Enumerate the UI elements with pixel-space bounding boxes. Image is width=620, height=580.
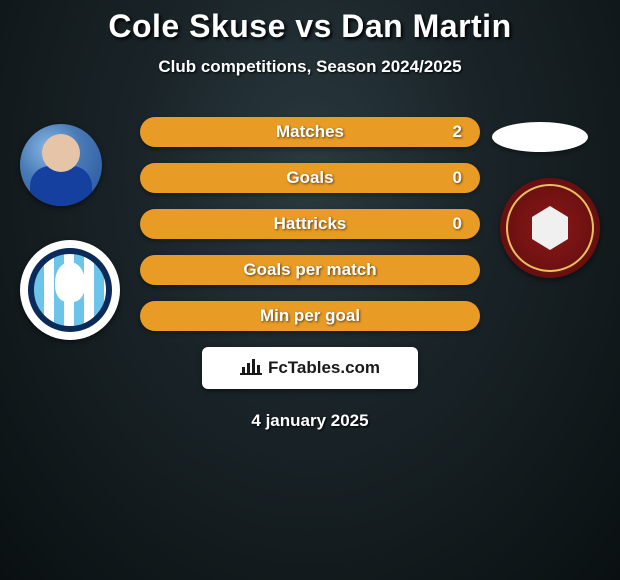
stat-row-hattricks: Hattricks 0 xyxy=(140,209,480,239)
club-left-badge xyxy=(20,240,120,340)
stat-value: 0 xyxy=(453,168,462,188)
stat-label: Hattricks xyxy=(274,214,347,234)
club-right-badge xyxy=(500,178,600,278)
watermark: FcTables.com xyxy=(202,347,418,389)
stat-label: Goals xyxy=(286,168,333,188)
stat-value: 0 xyxy=(453,214,462,234)
watermark-text: FcTables.com xyxy=(268,358,380,378)
stat-label: Goals per match xyxy=(243,260,376,280)
stat-row-matches: Matches 2 xyxy=(140,117,480,147)
stat-row-min-per-goal: Min per goal xyxy=(140,301,480,331)
stat-row-goals-per-match: Goals per match xyxy=(140,255,480,285)
player-left-avatar xyxy=(20,124,102,206)
subtitle: Club competitions, Season 2024/2025 xyxy=(0,57,620,77)
stat-row-goals: Goals 0 xyxy=(140,163,480,193)
page-title: Cole Skuse vs Dan Martin xyxy=(0,0,620,45)
bar-chart-icon xyxy=(240,357,262,380)
stat-value: 2 xyxy=(453,122,462,142)
stat-label: Matches xyxy=(276,122,344,142)
date-label: 4 january 2025 xyxy=(0,411,620,431)
stat-label: Min per goal xyxy=(260,306,360,326)
player-right-avatar xyxy=(492,122,588,152)
